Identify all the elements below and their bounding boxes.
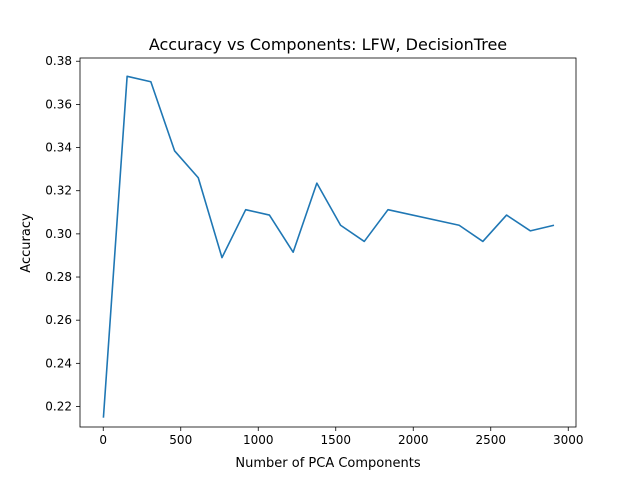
- y-tick-label: 0.36: [45, 97, 72, 111]
- x-tick-label: 1500: [320, 433, 351, 447]
- y-tick-label: 0.22: [45, 400, 72, 414]
- y-tick-label: 0.30: [45, 227, 72, 241]
- y-tick-label: 0.38: [45, 54, 72, 68]
- y-tick-label: 0.34: [45, 141, 72, 155]
- x-tick-label: 2500: [475, 433, 506, 447]
- chart-title: Accuracy vs Components: LFW, DecisionTre…: [149, 35, 507, 54]
- y-tick-label: 0.26: [45, 313, 72, 327]
- y-tick-label: 0.32: [45, 184, 72, 198]
- x-tick-label: 3000: [553, 433, 584, 447]
- x-tick-label: 0: [99, 433, 107, 447]
- plot-area: 0 500 1000 1500 2000 2500 3000 0.22 0.24 0.26 0.28…: [45, 54, 583, 447]
- x-axis-label: Number of PCA Components: [235, 456, 420, 471]
- y-tick-label: 0.28: [45, 270, 72, 284]
- y-axis-label: Accuracy: [19, 213, 34, 273]
- x-tick-label: 2000: [398, 433, 429, 447]
- x-tick-label: 500: [169, 433, 192, 447]
- x-tick-label: 1000: [243, 433, 274, 447]
- axes-frame: [79, 57, 577, 428]
- y-tick-label: 0.24: [45, 356, 72, 370]
- accuracy-series-line: [102, 75, 555, 418]
